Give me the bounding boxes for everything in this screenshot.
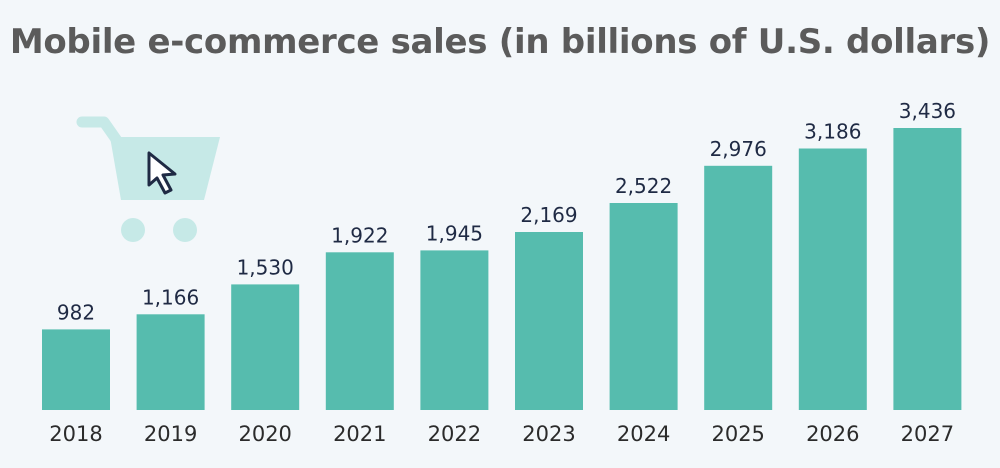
value-label-2026: 3,186 [804,120,861,144]
x-tick-labels-group: 2018 2019 2020 2021 2022 2023 2024 2025 2026 2027 [49,422,954,446]
x-tick-2023: 2023 [522,422,575,446]
bar-2023 [515,232,583,410]
bar-2027 [893,128,962,410]
bars-group [42,128,962,410]
bar-2018 [42,329,110,410]
bar-2024 [609,203,678,410]
value-label-2023: 2,169 [520,203,577,227]
value-labels-group: 982 1,166 1,530 1,922 1,945 2,169 2,522 2,976 3,… [57,99,956,324]
bar-2025 [704,165,773,410]
x-tick-2022: 2022 [428,422,481,446]
x-tick-2024: 2024 [617,422,670,446]
value-label-2019: 1,166 [142,285,199,309]
value-label-2025: 2,976 [710,137,767,161]
value-label-2022: 1,945 [426,221,483,245]
x-tick-2019: 2019 [144,422,197,446]
bar-2019 [136,314,205,410]
value-label-2020: 1,530 [237,255,294,279]
value-label-2027: 3,436 [899,99,956,123]
bar-2026 [798,148,867,410]
x-tick-2021: 2021 [333,422,386,446]
x-tick-2025: 2025 [711,422,764,446]
bar-2021 [325,252,394,410]
value-label-2024: 2,522 [615,174,672,198]
chart-title: Mobile e-commerce sales (in billions of … [9,22,991,62]
value-label-2021: 1,922 [331,223,388,247]
bar-2022 [420,250,489,410]
x-tick-2026: 2026 [806,422,859,446]
value-label-2018: 982 [57,300,95,324]
x-tick-2018: 2018 [49,422,102,446]
x-tick-2020: 2020 [238,422,291,446]
bar-2020 [231,284,300,410]
cursor-arrow-icon [147,151,177,195]
x-tick-2027: 2027 [901,422,954,446]
